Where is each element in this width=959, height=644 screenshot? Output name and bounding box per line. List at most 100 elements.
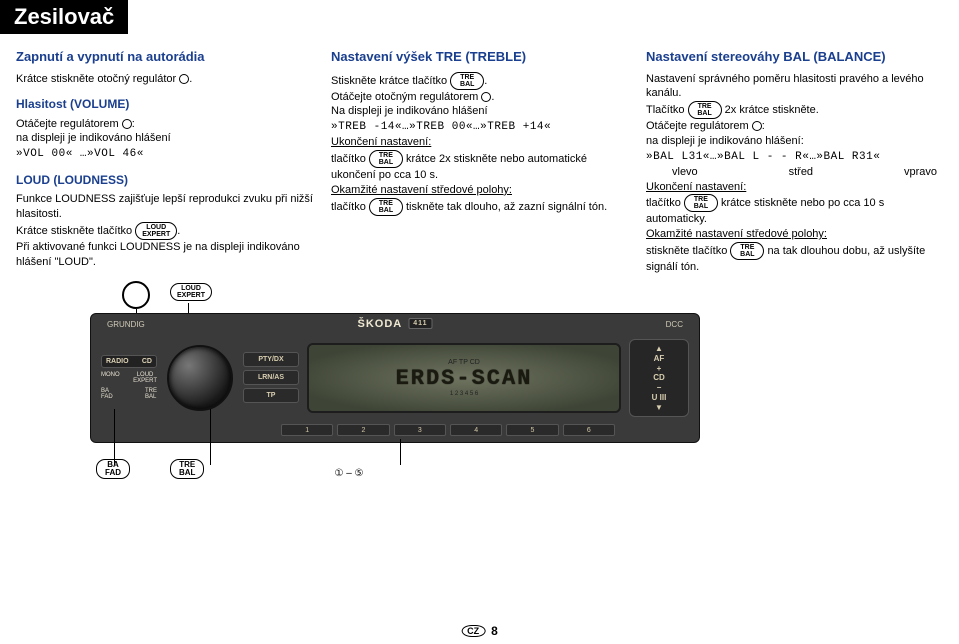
radio-model-tag: 411 — [408, 318, 432, 329]
radio-volume-knob — [167, 345, 233, 411]
c2-p1: Stiskněte krátce tlačítko TREBAL. Otáčej… — [331, 72, 628, 136]
c1-p3b: Krátce stiskněte tlačítko — [16, 225, 135, 237]
c3-row: vlevo střed vpravo — [646, 165, 943, 180]
tre-bal-button: TREBAL — [450, 72, 484, 90]
c2-p3: tlačítko TREBAL tiskněte tak dlouho, až … — [331, 198, 628, 216]
preset-2: 2 — [337, 424, 389, 436]
cz-badge: CZ — [461, 625, 485, 637]
radio-left-strip: RADIOCD MONO LOUDEXPERT BAFAD TREBAL — [101, 355, 157, 400]
c3-p4a: stiskněte tlačítko — [646, 245, 730, 257]
c3-p4: stiskněte tlačítko TREBAL na tak dlouhou… — [646, 242, 943, 275]
chevron-up-icon: ▲ — [655, 344, 663, 353]
radio-body: RADIOCD MONO LOUDEXPERT BAFAD TREBAL PTY… — [101, 332, 689, 424]
rocker-minus: − — [657, 383, 662, 392]
c3-row-l: vlevo — [672, 165, 698, 180]
c2-u1: Ukončení nastavení: — [331, 135, 628, 150]
radio-ba-tre: BAFAD TREBAL — [101, 388, 157, 400]
radio-illustration: LOUDEXPERT GRUNDIG DCC ŠKODA 411 RADIOCD… — [90, 289, 710, 479]
c1-p2: Otáčejte regulátorem : na displeji je in… — [16, 117, 313, 163]
c1-p3c: Při aktivované funkci LOUDNESS je na dis… — [16, 240, 313, 270]
c3-p3a: tlačítko — [646, 197, 684, 209]
tre-bal-button-5: TREBAL — [684, 194, 718, 212]
ba-fad-label: BAFAD — [96, 459, 130, 479]
preset-6: 6 — [563, 424, 615, 436]
preset-1: 1 — [281, 424, 333, 436]
c3-p1: Nastavení správného poměru hlasitosti pr… — [646, 72, 943, 102]
c3-u1: Ukončení nastavení: — [646, 180, 943, 195]
c1-p2a: Otáčejte regulátorem — [16, 118, 122, 130]
vol-knob-icon — [179, 74, 189, 84]
preset-5: 5 — [506, 424, 558, 436]
radio-cd-chip: RADIOCD — [101, 355, 157, 368]
col-2: Nastavení výšek TRE (TREBLE) Stiskněte k… — [331, 48, 628, 275]
radio-display-bot: 1 2 3 4 5 6 — [450, 391, 478, 397]
c2-p1d: »TREB -14«…»TREB 00«…»TREB +14« — [331, 121, 551, 133]
radio-mono-loud: MONO LOUDEXPERT — [101, 372, 157, 384]
radio-display-main: ERDS-SCAN — [396, 366, 533, 391]
c2-p3a: tlačítko — [331, 201, 369, 213]
c3-p2a: Tlačítko — [646, 104, 688, 116]
c2-p2a: tlačítko — [331, 153, 369, 165]
radio-brand-center: ŠKODA 411 — [357, 318, 432, 330]
c3-p2c: Otáčejte regulátorem — [646, 120, 752, 132]
c1-h1: Zapnutí a vypnutí na autorádia — [16, 48, 313, 66]
chevron-down-icon: ▼ — [655, 403, 663, 412]
c1-p3a: Funkce LOUDNESS zajišťuje lepší reproduk… — [16, 192, 313, 222]
c3-p3: tlačítko TREBAL krátce stiskněte nebo po… — [646, 194, 943, 227]
c2-u2: Okamžité nastavení středové polohy: — [331, 183, 628, 198]
radio-mid-buttons: PTY/DX LRN/AS TP — [243, 352, 299, 403]
loud-callout-button: LOUDEXPERT — [170, 283, 212, 301]
tre-bal-button-6: TREBAL — [730, 242, 764, 260]
loud-callout: LOUDEXPERT — [170, 283, 212, 301]
preset-3: 3 — [394, 424, 446, 436]
rocker-plus: + — [657, 364, 662, 373]
page-title: Zesilovač — [0, 0, 128, 34]
rocker-af: AF — [654, 354, 665, 363]
c1-h3: LOUD (LOUDNESS) — [16, 172, 313, 188]
radio-display-top: AF TP CD — [448, 359, 480, 366]
c2-p2: tlačítko TREBAL krátce 2x stiskněte nebo… — [331, 150, 628, 183]
c1-p3b-line: Krátce stiskněte tlačítko LOUDEXPERT. — [16, 222, 313, 240]
c3-row-m: střed — [789, 165, 813, 180]
lead-line-3 — [114, 409, 115, 465]
radio-presets: 1 2 3 4 5 6 — [281, 424, 615, 436]
radio-display: AF TP CD ERDS-SCAN 1 2 3 4 5 6 — [307, 343, 621, 413]
c3-row-r: vpravo — [904, 165, 937, 180]
c3-p2b: 2x krátce stiskněte. — [725, 104, 819, 116]
preset-range: ① – ⑤ — [334, 468, 363, 479]
c1-p1a: Krátce stiskněte otočný regulátor — [16, 73, 179, 85]
vol-knob-icon-2 — [122, 119, 132, 129]
lead-line-4 — [210, 409, 211, 465]
page-number: 8 — [491, 624, 498, 638]
c2-p1c: Na displeji je indikováno hlášení — [331, 105, 488, 117]
vol-knob-icon-3 — [481, 92, 491, 102]
c3-u2: Okamžité nastavení středové polohy: — [646, 227, 943, 242]
c2-h1: Nastavení výšek TRE (TREBLE) — [331, 48, 628, 66]
loud-button: LOUDEXPERT — [135, 222, 177, 240]
radio-unit: GRUNDIG DCC ŠKODA 411 RADIOCD MONO LOUDE… — [90, 313, 700, 443]
radio-brand-right: DCC — [666, 320, 683, 329]
content-columns: Zapnutí a vypnutí na autorádia Krátce st… — [0, 34, 959, 283]
page-footer: CZ 8 — [461, 624, 498, 638]
radio-rocker: ▲ AF + CD − U III ▼ — [629, 339, 689, 417]
tre-bal-button-3: TREBAL — [369, 198, 403, 216]
rocker-cd: CD — [653, 373, 665, 382]
c1-p1: Krátce stiskněte otočný regulátor . — [16, 72, 313, 87]
radio-brand-left: GRUNDIG — [107, 320, 145, 329]
radio-lrn-button: LRN/AS — [243, 370, 299, 385]
c1-p2d: »VOL 00« …»VOL 46« — [16, 148, 144, 160]
col-1: Zapnutí a vypnutí na autorádia Krátce st… — [16, 48, 313, 275]
c3-p2: Tlačítko TREBAL 2x krátce stiskněte. Otá… — [646, 101, 943, 165]
tre-bal-label: TREBAL — [170, 459, 204, 479]
bottom-labels: BAFAD TREBAL ① – ⑤ — [90, 459, 710, 479]
c1-h2: Hlasitost (VOLUME) — [16, 96, 313, 112]
c2-p1a: Stiskněte krátce tlačítko — [331, 74, 450, 86]
c2-p1b: Otáčejte otočným regulátorem — [331, 91, 481, 103]
c1-p2b: : — [132, 118, 135, 130]
tre-bal-button-4: TREBAL — [688, 101, 722, 119]
rocker-u: U III — [652, 393, 667, 402]
c3-p2e: na displeji je indikováno hlášení: — [646, 135, 804, 147]
preset-4: 4 — [450, 424, 502, 436]
c3-h1: Nastavení stereováhy BAL (BALANCE) — [646, 48, 943, 66]
c3-p2d: : — [762, 120, 765, 132]
